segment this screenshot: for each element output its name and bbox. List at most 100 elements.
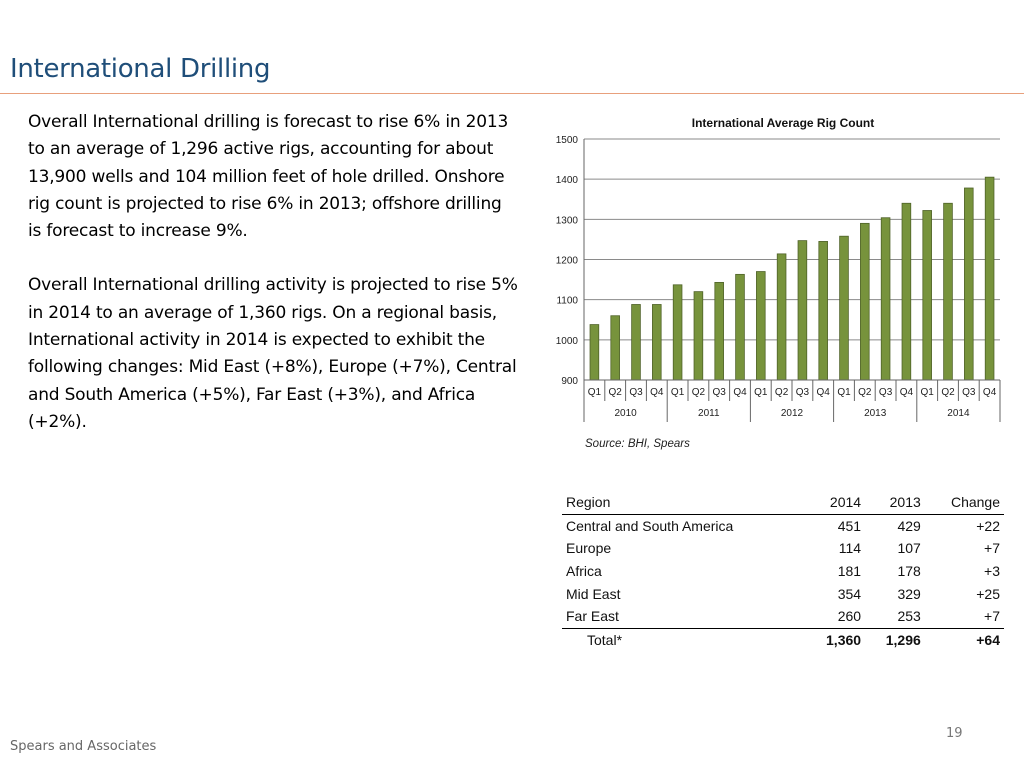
x-tick-label: Q3 bbox=[629, 387, 643, 398]
bar bbox=[880, 217, 891, 381]
table-total-label: Total* bbox=[562, 627, 806, 652]
table-row: Far East 260 253 +7 bbox=[562, 605, 1004, 628]
bar bbox=[901, 202, 912, 381]
table-total-change: +64 bbox=[924, 627, 1004, 652]
x-tick-label: Q4 bbox=[733, 387, 747, 398]
table-cell-2013: 429 bbox=[897, 517, 921, 534]
table-row: Central and South America 451 429 +22 bbox=[562, 514, 1004, 537]
x-group-label: 2012 bbox=[781, 408, 804, 419]
x-group-label: 2013 bbox=[864, 408, 887, 419]
y-tick-label: 900 bbox=[561, 376, 578, 387]
bar bbox=[735, 273, 745, 381]
paragraph-2013-forecast: Overall International drilling is foreca… bbox=[28, 112, 509, 242]
table-cell-2014: 114 bbox=[838, 540, 862, 557]
bar bbox=[839, 235, 849, 381]
table-row: Africa 181 178 +3 bbox=[562, 560, 1004, 583]
y-axis-tick-labels: 900 1000 1100 1200 1300 1400 1500 bbox=[556, 135, 579, 387]
y-tick-label: 1500 bbox=[556, 135, 579, 146]
table-cell-region: Mid East bbox=[566, 585, 621, 602]
x-tick-label: Q1 bbox=[671, 387, 685, 398]
y-tick-label: 1100 bbox=[556, 296, 578, 307]
x-tick-label: Q3 bbox=[962, 387, 976, 398]
table-total-2014: 1,360 bbox=[805, 627, 866, 652]
x-tick-label: Q2 bbox=[609, 387, 623, 398]
table-header-2013: 2013 bbox=[865, 491, 925, 515]
x-tick-label: Q4 bbox=[650, 387, 664, 398]
x-tick-label: Q2 bbox=[775, 387, 789, 398]
x-tick-label: Q1 bbox=[837, 387, 851, 398]
bar bbox=[860, 222, 870, 381]
table-cell-2013: 107 bbox=[897, 540, 921, 557]
x-tick-label: Q3 bbox=[879, 387, 893, 398]
x-group-label: 2010 bbox=[614, 408, 637, 419]
table-cell-change: +25 bbox=[976, 585, 1000, 602]
x-tick-label: Q3 bbox=[796, 387, 810, 398]
bar bbox=[756, 271, 766, 381]
table-header-2014: 2014 bbox=[805, 491, 866, 515]
body-text: Overall International drilling is foreca… bbox=[28, 109, 518, 463]
x-tick-label: Q2 bbox=[692, 387, 706, 398]
bar bbox=[797, 240, 808, 381]
chart-axes bbox=[583, 139, 1001, 422]
table-cell-2014: 260 bbox=[837, 608, 862, 625]
bar bbox=[610, 315, 620, 381]
x-tick-label: Q4 bbox=[817, 387, 831, 398]
bar bbox=[693, 291, 704, 381]
bar bbox=[943, 202, 953, 381]
bar bbox=[776, 253, 787, 381]
table-header-row: Region 2014 2013 Change bbox=[562, 491, 1004, 515]
y-tick-label: 1400 bbox=[556, 175, 579, 186]
slide-title: International Drilling bbox=[10, 54, 271, 84]
table-total-row: Total* 1,360 1,296 +64 bbox=[562, 627, 1004, 652]
y-tick-label: 1000 bbox=[556, 336, 579, 347]
chart-title: International Average Rig Count bbox=[692, 116, 874, 130]
rig-count-chart: International Average Rig Count 900 1000 1… bbox=[556, 116, 1001, 450]
paragraph-2014-forecast: Overall International drilling activity … bbox=[28, 275, 518, 432]
x-tick-label: Q2 bbox=[858, 387, 872, 398]
table-cell-region: Europe bbox=[566, 540, 612, 557]
table-cell-region: Far East bbox=[566, 608, 619, 625]
x-tick-label: Q1 bbox=[588, 387, 602, 398]
x-tick-label: Q2 bbox=[941, 387, 955, 398]
x-tick-label: Q3 bbox=[713, 387, 727, 398]
footer-company: Spears and Associates bbox=[10, 739, 157, 754]
table-cell-2013: 178 bbox=[897, 563, 921, 580]
bar bbox=[631, 304, 641, 381]
x-tick-label: Q1 bbox=[921, 387, 935, 398]
bar bbox=[589, 324, 600, 381]
table-row: Mid East 354 329 +25 bbox=[562, 582, 1004, 605]
x-group-label: 2014 bbox=[947, 408, 970, 419]
bar bbox=[714, 281, 724, 381]
table-cell-change: +22 bbox=[976, 517, 1000, 534]
table-header-region: Region bbox=[562, 491, 806, 515]
table-cell-region: Central and South America bbox=[566, 517, 734, 534]
bar bbox=[652, 304, 662, 381]
y-tick-label: 1200 bbox=[556, 256, 579, 267]
table-cell-2013: 329 bbox=[897, 585, 921, 602]
page-number: 19 bbox=[946, 726, 963, 741]
table-cell-2014: 181 bbox=[837, 563, 862, 580]
table-cell-2013: 253 bbox=[897, 608, 921, 625]
chart-bars bbox=[589, 176, 995, 381]
y-tick-label: 1300 bbox=[556, 215, 579, 226]
bar bbox=[964, 187, 974, 381]
x-tick-label: Q4 bbox=[983, 387, 997, 398]
table-cell-2014: 451 bbox=[837, 517, 862, 534]
bar bbox=[922, 210, 932, 381]
table-cell-2014: 354 bbox=[837, 585, 862, 602]
bar bbox=[984, 176, 995, 381]
table-row: Europe 114 107 +7 bbox=[562, 537, 1004, 560]
table-cell-change: +3 bbox=[984, 563, 1000, 580]
table-cell-region: Africa bbox=[566, 563, 602, 580]
title-divider bbox=[0, 93, 1024, 94]
bar bbox=[672, 284, 683, 381]
table-total-2013: 1,296 bbox=[865, 627, 925, 652]
x-axis-tick-labels: Q1 Q2 Q3 Q4 Q1 Q2 Q3 Q4 Q1 Q2 Q3 Q4 Q1 Q2 Q3 Q4 Q1 Q2 Q3 Q4… bbox=[588, 387, 997, 419]
x-tick-label: Q4 bbox=[900, 387, 914, 398]
table-cell-change: +7 bbox=[984, 608, 1000, 625]
bar bbox=[818, 241, 828, 381]
table-cell-change: +7 bbox=[984, 540, 1000, 557]
chart-grid bbox=[584, 138, 1000, 341]
table-header-change: Change bbox=[924, 491, 1004, 515]
chart-source: Source: BHI, Spears bbox=[585, 438, 690, 450]
